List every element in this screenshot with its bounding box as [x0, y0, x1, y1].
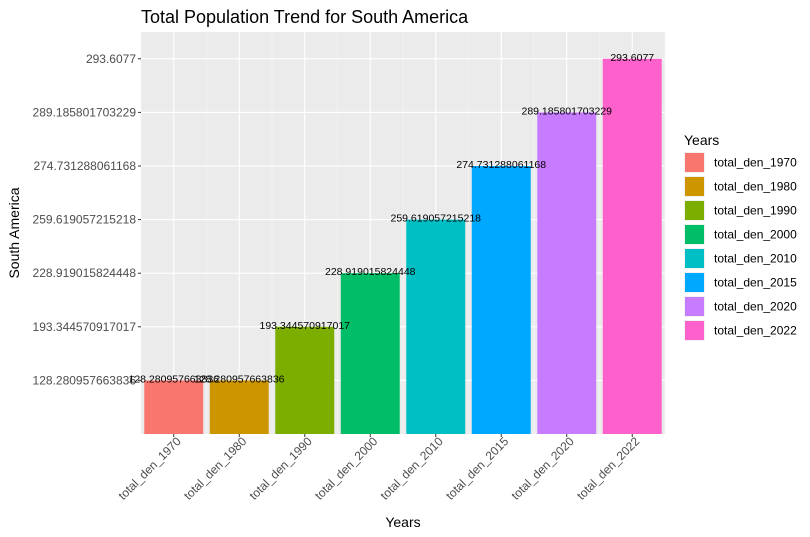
- legend-swatch: [685, 201, 704, 220]
- y-tick-label: 259.619057215218: [33, 213, 137, 227]
- bar-total_den_1970: [144, 380, 204, 434]
- data-label-total_den_2020: 289.185801703229: [521, 105, 612, 117]
- y-tick-label: 193.344570917017: [33, 320, 137, 334]
- x-tick-label: total_den_2000: [312, 434, 381, 503]
- data-label-total_den_2015: 274.731288061168: [456, 159, 546, 171]
- bar-total_den_2015: [471, 166, 531, 434]
- data-label-total_den_1980: 128.280957663836: [194, 373, 285, 385]
- bar-total_den_1980: [209, 380, 269, 434]
- chart-title: Total Population Trend for South America: [141, 7, 469, 27]
- y-tick-label: 289.185801703229: [33, 105, 137, 119]
- x-tick-label: total_den_2015: [443, 434, 512, 503]
- legend-swatch: [685, 273, 704, 292]
- legend-swatch: [685, 153, 704, 172]
- data-label-total_den_2000: 228.919015824448: [325, 266, 416, 278]
- x-tick-label: total_den_2010: [377, 434, 446, 503]
- y-tick-label: 274.731288061168: [33, 159, 136, 173]
- bar-total_den_2020: [537, 112, 597, 435]
- x-axis-tick-labels: total_den_1970total_den_1980total_den_19…: [115, 434, 642, 503]
- bar-total_den_1990: [275, 326, 335, 434]
- data-label-total_den_1970: 128.280957663836: [128, 373, 219, 385]
- legend-label: total_den_2000: [714, 228, 797, 242]
- x-tick-label: total_den_2022: [574, 434, 643, 503]
- x-axis-title: Years: [385, 514, 420, 530]
- legend-label: total_den_2020: [714, 300, 797, 314]
- bar-total_den_2000: [340, 273, 400, 434]
- y-tick-label: 128.280957663836: [33, 373, 137, 387]
- legend-swatch: [685, 177, 704, 196]
- bar-total_den_2010: [406, 219, 466, 434]
- y-tick-label: 228.919015824448: [33, 266, 137, 280]
- legend: Years total_den_1970 total_den_1980 total_…: [684, 132, 797, 341]
- data-label-total_den_1990: 193.344570917017: [259, 320, 350, 332]
- legend-label: total_den_1980: [714, 180, 797, 194]
- legend-swatch: [685, 297, 704, 316]
- bars: [144, 58, 662, 435]
- legend-label: total_den_1990: [714, 204, 797, 218]
- y-axis-tick-labels: 128.280957663836 193.344570917017 228.9190…: [33, 52, 137, 388]
- data-label-total_den_2010: 259.619057215218: [390, 213, 481, 225]
- x-tick-label: total_den_1980: [181, 434, 250, 503]
- x-tick-label: total_den_1990: [246, 434, 315, 503]
- x-tick-label: total_den_1970: [115, 434, 184, 503]
- legend-label: total_den_2015: [714, 276, 797, 290]
- legend-swatch: [685, 321, 704, 340]
- legend-label: total_den_2010: [714, 252, 797, 266]
- bar-total_den_2022: [602, 58, 662, 435]
- legend-swatch: [685, 249, 704, 268]
- legend-label: total_den_1970: [714, 156, 797, 170]
- legend-title: Years: [684, 132, 719, 148]
- x-axis-ticks: [173, 434, 633, 437]
- data-label-total_den_2022: 293.6077: [610, 52, 654, 64]
- legend-swatch: [685, 225, 704, 244]
- y-axis-ticks: [138, 58, 141, 381]
- legend-label: total_den_2022: [714, 324, 797, 338]
- y-axis-title: South America: [6, 187, 22, 278]
- y-tick-label: 293.6077: [86, 52, 136, 66]
- x-tick-label: total_den_2020: [508, 434, 577, 503]
